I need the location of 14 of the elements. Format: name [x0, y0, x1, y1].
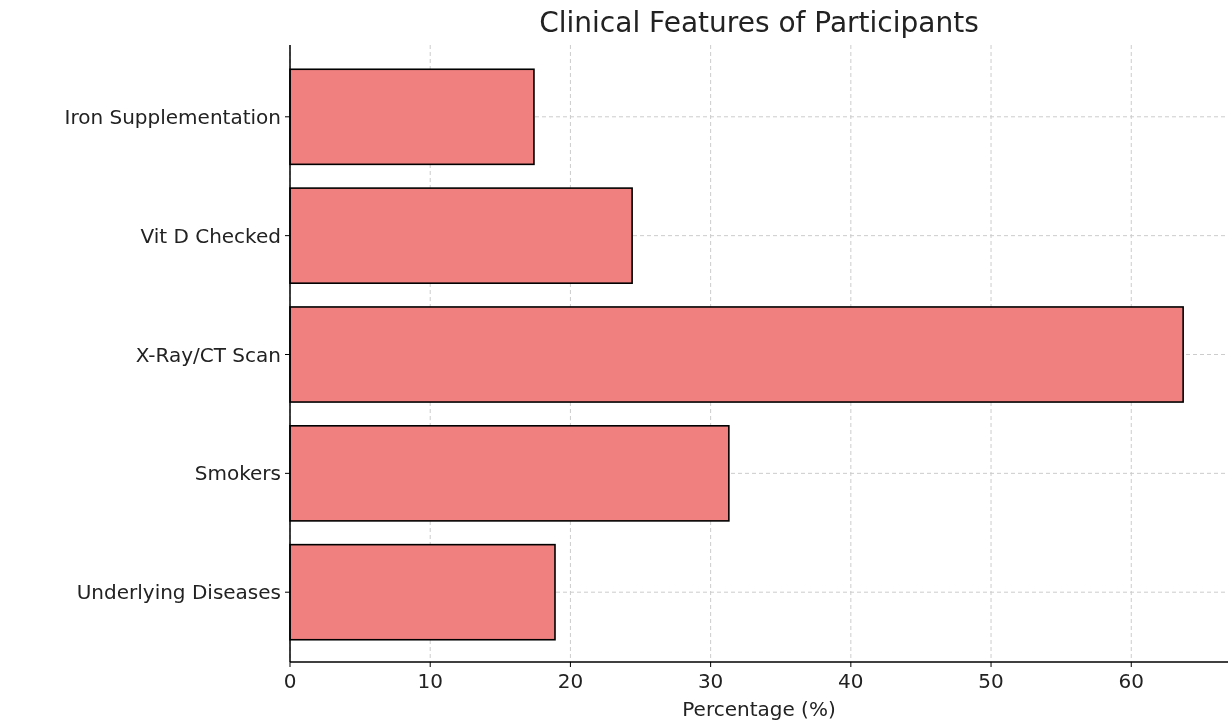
x-tick-label: 10 [417, 669, 443, 693]
y-tick-label: Iron Supplementation [64, 104, 281, 129]
y-tick-label: X-Ray/CT Scan [135, 342, 281, 367]
x-tick-label: 30 [697, 669, 724, 693]
x-tick-label: 40 [838, 669, 864, 693]
x-axis-title: Percentage (%) [682, 697, 836, 721]
y-tick-label: Underlying Diseases [76, 580, 281, 605]
x-tick-label: 50 [978, 669, 1004, 693]
y-tick-label: Smokers [194, 461, 281, 486]
x-tick-label: 60 [1118, 669, 1144, 693]
x-tick-label: 0 [283, 669, 297, 693]
x-tick-label: 20 [557, 669, 584, 693]
chart-title: Clinical Features of Participants [539, 6, 979, 39]
y-tick-label: Vit D Checked [140, 223, 281, 248]
